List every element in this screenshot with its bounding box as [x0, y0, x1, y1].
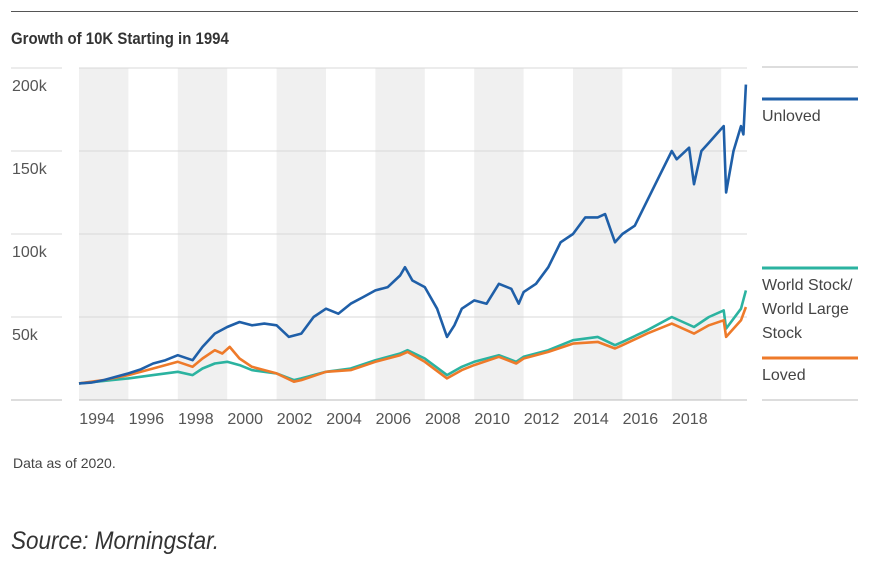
- top-rule: [11, 11, 858, 12]
- series-line-world-stock-world-large-stock: [78, 290, 748, 385]
- x-tick-label: 2004: [326, 411, 362, 428]
- x-tick-label: 1996: [129, 411, 165, 428]
- legend-label: Loved: [762, 367, 806, 384]
- y-tick-label: 50k: [12, 327, 39, 344]
- data-note: Data as of 2020.: [13, 455, 116, 471]
- y-tick-label: 200k: [12, 78, 48, 95]
- legend-label: World Large: [762, 301, 849, 318]
- x-tick-label: 2012: [524, 411, 560, 428]
- y-tick-label: 150k: [12, 161, 48, 178]
- x-tick-label: 2006: [376, 411, 412, 428]
- chart-title: Growth of 10K Starting in 1994: [11, 29, 229, 48]
- legend-label: Unloved: [762, 108, 821, 125]
- x-tick-label: 2008: [425, 411, 461, 428]
- legend-label: World Stock/: [762, 277, 853, 294]
- series-line-loved: [78, 306, 748, 385]
- y-tick-label: 100k: [12, 244, 48, 261]
- x-tick-label: 2010: [474, 411, 510, 428]
- source-note: Source: Morningstar.: [11, 527, 220, 555]
- x-tick-label: 2018: [672, 411, 708, 428]
- x-tick-label: 2000: [227, 411, 263, 428]
- x-tick-label: 2002: [277, 411, 313, 428]
- legend-label: Stock: [762, 325, 803, 342]
- x-tick-label: 1998: [178, 411, 214, 428]
- line-chart: 200k 150k 100k 50k 1994 1996 1998 2000 2002 2004 2…: [11, 66, 858, 428]
- x-tick-label: 2016: [623, 411, 659, 428]
- x-tick-label: 1994: [79, 411, 115, 428]
- x-tick-label: 2014: [573, 411, 609, 428]
- series-line-unloved: [78, 84, 748, 385]
